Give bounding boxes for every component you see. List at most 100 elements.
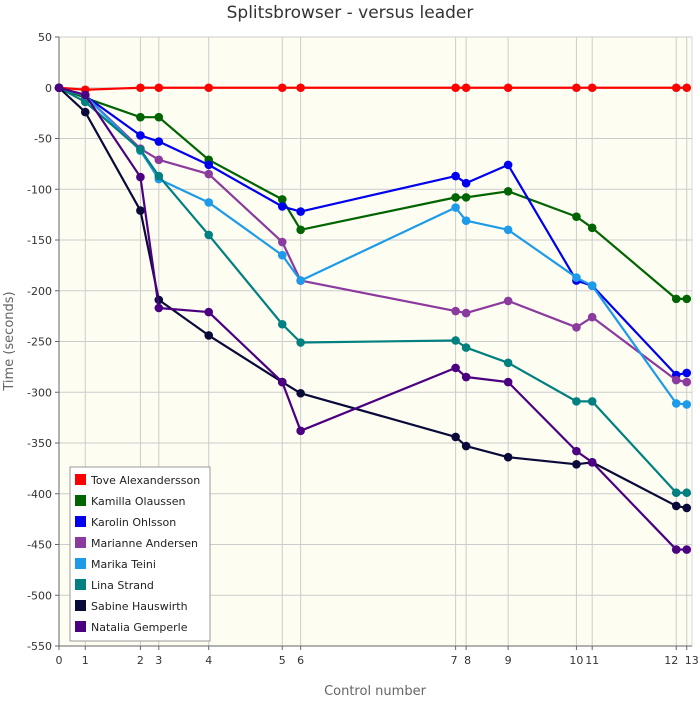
y-axis-label: Time (seconds) [2,291,17,391]
series-lines [54,83,692,554]
data-point-natalia-gemperle [682,545,692,554]
series-natalia-gemperle [54,83,692,554]
legend-label-kamilla-olaussen: Kamilla Olaussen [91,495,186,508]
legend-swatch-marianne-andersen [75,537,86,548]
x-tick-label: 7 [451,654,458,667]
data-point-karolin-ohlsson [154,137,164,146]
y-tick-label: 0 [45,82,52,95]
x-tick-label: 12 [664,654,678,667]
data-point-kamilla-olaussen [296,225,305,235]
y-tick-label: -250 [27,336,52,349]
x-tick-label: 1 [82,654,89,667]
data-point-lina-strand [587,397,597,406]
data-point-sabine-hauswirth [503,452,513,462]
data-point-lina-strand [204,230,214,240]
data-point-marianne-andersen [572,322,581,332]
legend-label-lina-strand: Lina Strand [91,579,154,592]
data-point-tove-alexandersson [136,83,145,93]
data-point-marianne-andersen [451,306,460,316]
y-tick-label: -350 [27,437,52,450]
y-tick-label: -500 [27,589,52,602]
legend-label-tove-alexandersson: Tove Alexandersson [90,474,200,487]
y-tick-label: -300 [27,386,52,399]
data-point-tove-alexandersson [277,83,287,93]
data-point-marika-teini [204,198,214,207]
data-point-natalia-gemperle [154,303,164,313]
data-point-sabine-hauswirth [80,107,90,117]
data-point-tove-alexandersson [204,83,214,93]
data-point-marika-teini [572,273,581,282]
data-point-tove-alexandersson [461,83,471,93]
legend-swatch-lina-strand [75,579,86,590]
data-point-tove-alexandersson [296,83,305,93]
data-point-karolin-ohlsson [682,368,692,378]
data-point-karolin-ohlsson [461,178,471,188]
data-point-natalia-gemperle [503,377,513,387]
data-point-sabine-hauswirth [451,432,460,442]
legend-swatch-tove-alexandersson [75,474,86,485]
legend-label-natalia-gemperle: Natalia Gemperle [91,621,188,634]
legend-swatch-karolin-ohlsson [75,516,86,527]
y-tick-label: -550 [27,640,52,653]
data-point-lina-strand [296,338,305,347]
x-tick-label: 13 [685,654,699,667]
data-point-sabine-hauswirth [671,501,681,511]
legend-label-marianne-andersen: Marianne Andersen [91,537,198,550]
legend-label-sabine-hauswirth: Sabine Hauswirth [91,600,188,613]
data-point-tove-alexandersson [587,83,597,93]
x-tick-label: 10 [569,654,583,667]
chart-title: Splitsbrowser - versus leader [227,3,474,23]
data-point-marianne-andersen [461,308,471,318]
data-point-tove-alexandersson [451,83,460,93]
y-tick-label: -50 [34,133,52,146]
data-point-marianne-andersen [204,169,214,179]
data-point-sabine-hauswirth [682,503,692,513]
data-point-natalia-gemperle [296,426,305,436]
data-point-karolin-ohlsson [277,202,287,211]
legend-box [69,466,211,642]
x-tick-label: 11 [585,654,599,667]
data-point-kamilla-olaussen [572,212,581,221]
y-tick-label: -200 [27,285,52,298]
data-point-marika-teini [461,216,471,226]
axes: 500-50-100-150-200-250-300-350-400-450-5… [27,31,699,667]
data-point-kamilla-olaussen [671,294,681,304]
x-tick-label: 3 [155,654,162,667]
data-point-karolin-ohlsson [451,171,460,181]
data-point-marika-teini [682,400,692,409]
data-point-natalia-gemperle [136,172,145,182]
data-point-natalia-gemperle [461,372,471,382]
data-point-marika-teini [277,250,287,260]
data-point-lina-strand [671,488,681,498]
data-point-natalia-gemperle [277,377,287,387]
data-point-natalia-gemperle [451,363,460,373]
legend-swatch-kamilla-olaussen [75,495,86,506]
x-tick-label: 8 [464,654,471,667]
data-point-natalia-gemperle [587,457,597,467]
data-point-tove-alexandersson [671,83,681,93]
data-point-marianne-andersen [671,375,681,385]
data-point-tove-alexandersson [682,83,692,93]
legend-label-karolin-ohlsson: Karolin Ohlsson [91,516,176,529]
data-point-karolin-ohlsson [136,131,145,140]
legend-swatch-natalia-gemperle [75,621,86,632]
data-point-sabine-hauswirth [136,206,145,215]
data-point-sabine-hauswirth [461,441,471,451]
x-tick-label: 2 [137,654,144,667]
x-tick-label: 9 [505,654,512,667]
data-point-kamilla-olaussen [277,195,287,204]
data-point-lina-strand [503,358,513,368]
x-tick-label: 4 [205,654,212,667]
data-point-marianne-andersen [503,296,513,306]
data-point-lina-strand [461,343,471,352]
data-point-tove-alexandersson [503,83,513,93]
data-point-kamilla-olaussen [503,186,513,196]
x-axis-label: Control number [324,684,427,699]
data-point-marika-teini [503,225,513,235]
data-point-marianne-andersen [587,312,597,322]
data-point-sabine-hauswirth [572,460,581,469]
data-point-karolin-ohlsson [296,207,305,216]
data-point-marianne-andersen [154,155,164,165]
